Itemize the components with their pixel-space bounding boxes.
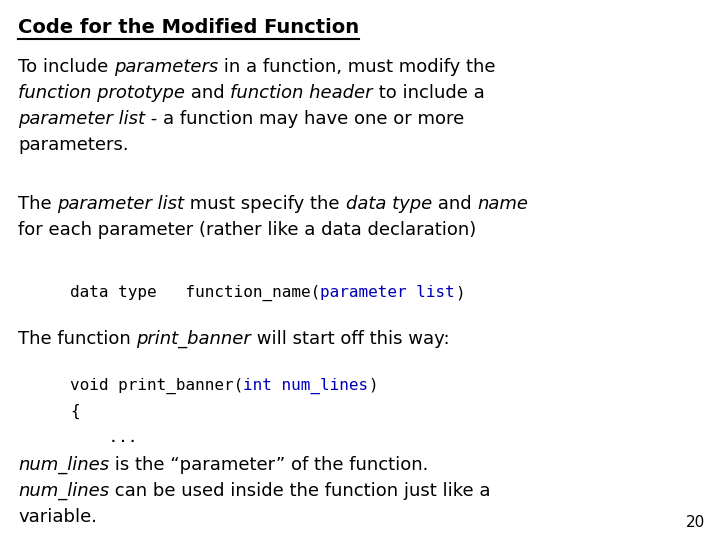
Text: variable.: variable. (18, 508, 97, 526)
Text: parameters.: parameters. (18, 136, 129, 154)
Text: function header: function header (230, 84, 373, 102)
Text: print_banner: print_banner (137, 330, 251, 348)
Text: {: { (70, 404, 80, 419)
Text: name: name (477, 195, 528, 213)
Text: ...: ... (70, 430, 138, 445)
Text: and: and (432, 195, 477, 213)
Text: To include: To include (18, 58, 114, 76)
Text: parameter list: parameter list (18, 110, 145, 128)
Text: parameter list: parameter list (58, 195, 184, 213)
Text: function prototype: function prototype (18, 84, 185, 102)
Text: is the “parameter” of the function.: is the “parameter” of the function. (109, 456, 428, 474)
Text: ): ) (369, 378, 378, 393)
Text: parameter list: parameter list (320, 285, 455, 300)
Text: must specify the: must specify the (184, 195, 346, 213)
Text: - a function may have one or more: - a function may have one or more (145, 110, 464, 128)
Text: The function: The function (18, 330, 137, 348)
Text: to include a: to include a (373, 84, 485, 102)
Text: num_lines: num_lines (18, 456, 109, 474)
Text: data type: data type (346, 195, 432, 213)
Text: and: and (185, 84, 230, 102)
Text: Code for the Modified Function: Code for the Modified Function (18, 18, 359, 37)
Text: parameters: parameters (114, 58, 218, 76)
Text: num_lines: num_lines (18, 482, 109, 500)
Text: data type   function_name(: data type function_name( (70, 285, 320, 301)
Text: for each parameter (rather like a data declaration): for each parameter (rather like a data d… (18, 221, 476, 239)
Text: will start off this way:: will start off this way: (251, 330, 450, 348)
Text: in a function, must modify the: in a function, must modify the (218, 58, 496, 76)
Text: The: The (18, 195, 58, 213)
Text: ): ) (455, 285, 464, 300)
Text: int num_lines: int num_lines (243, 378, 369, 394)
Text: 20: 20 (685, 515, 705, 530)
Text: void print_banner(: void print_banner( (70, 378, 243, 394)
Text: can be used inside the function just like a: can be used inside the function just lik… (109, 482, 490, 500)
